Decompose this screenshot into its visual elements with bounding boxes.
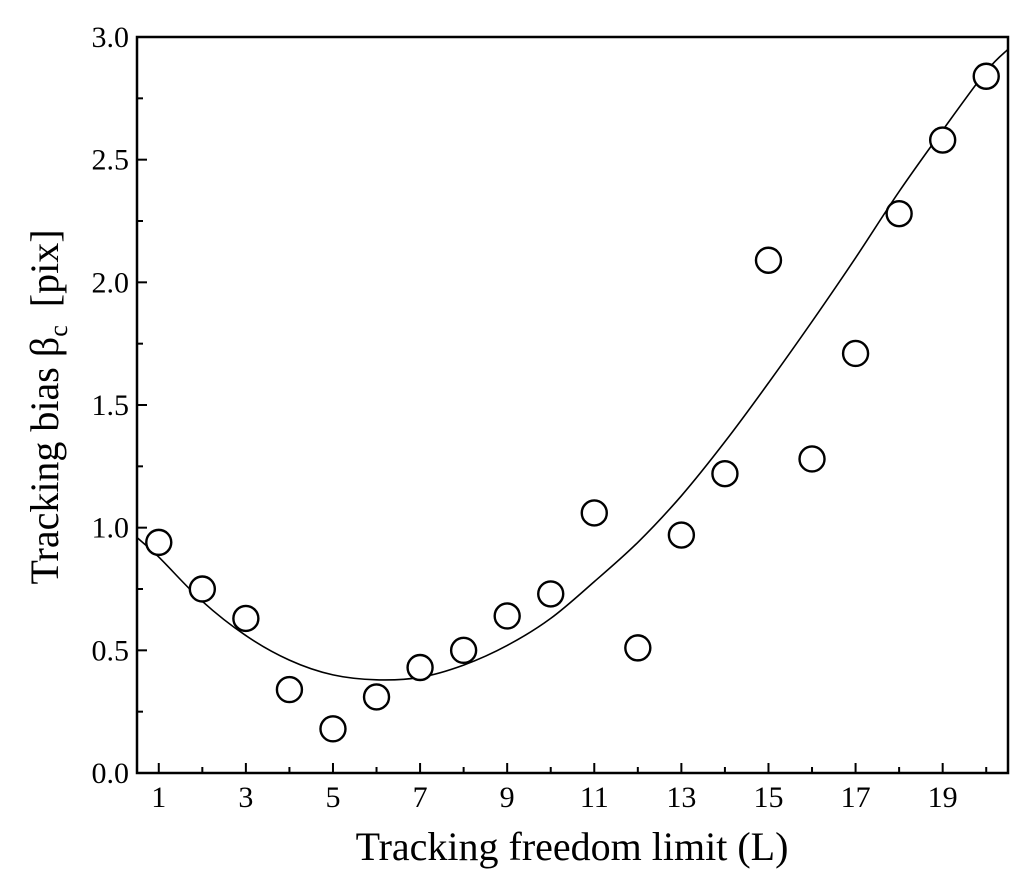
y-tick-label: 2.5: [92, 144, 130, 177]
x-tick-label: 9: [500, 781, 515, 814]
data-point: [624, 634, 652, 662]
data-point: [188, 575, 217, 603]
data-point: [537, 580, 565, 608]
x-tick-label: 1: [151, 781, 166, 814]
data-points: [145, 62, 1000, 743]
y-axis-label-suffix: [pix]: [22, 229, 67, 307]
data-point: [580, 499, 608, 527]
y-axis-label: Tracking bias βc [pix]: [22, 229, 73, 584]
y-tick-label: 0.5: [92, 634, 130, 667]
fit-curve: [136, 48, 1009, 681]
x-axis-label: Tracking freedom limit (L): [356, 824, 789, 869]
data-point: [711, 459, 739, 488]
x-tick-labels: 1 3 5 7 9 11 13 15 17 19: [151, 781, 957, 814]
data-point: [493, 602, 521, 630]
x-tick-label: 3: [238, 781, 253, 814]
plot-frame: [135, 35, 1010, 775]
data-point: [145, 528, 173, 557]
y-tick-label: 0.0: [92, 757, 130, 790]
y-ticks: [137, 36, 147, 774]
data-point: [667, 521, 696, 549]
x-ticks: [157, 763, 988, 773]
y-tick-label: 1.0: [92, 512, 130, 545]
data-point: [362, 683, 391, 711]
x-tick-label: 17: [841, 781, 871, 814]
data-point: [232, 604, 260, 633]
y-tick-label: 2.0: [92, 266, 130, 299]
data-point: [798, 445, 826, 473]
data-point: [319, 715, 347, 743]
data-point: [275, 675, 304, 704]
y-axis-label-group: Tracking bias βc [pix]: [22, 229, 73, 584]
x-tick-label: 19: [928, 781, 958, 814]
x-tick-label: 11: [580, 781, 609, 814]
x-tick-label: 5: [325, 781, 340, 814]
y-tick-labels: 0.0 0.5 1.0 1.5 2.0 2.5 3.0: [92, 21, 130, 790]
data-point: [841, 339, 870, 368]
y-axis-label-prefix: Tracking bias β: [22, 337, 67, 585]
data-point: [754, 246, 783, 274]
y-tick-label: 3.0: [92, 21, 130, 54]
x-tick-label: 15: [753, 781, 783, 814]
data-point: [406, 653, 434, 682]
data-point: [972, 62, 1000, 90]
data-point: [449, 636, 478, 665]
data-point: [885, 199, 913, 228]
data-point: [928, 126, 957, 154]
x-tick-label: 13: [666, 781, 696, 814]
y-axis-label-subscript: c: [44, 325, 73, 337]
x-tick-label: 7: [413, 781, 428, 814]
y-tick-label: 1.5: [92, 389, 130, 422]
